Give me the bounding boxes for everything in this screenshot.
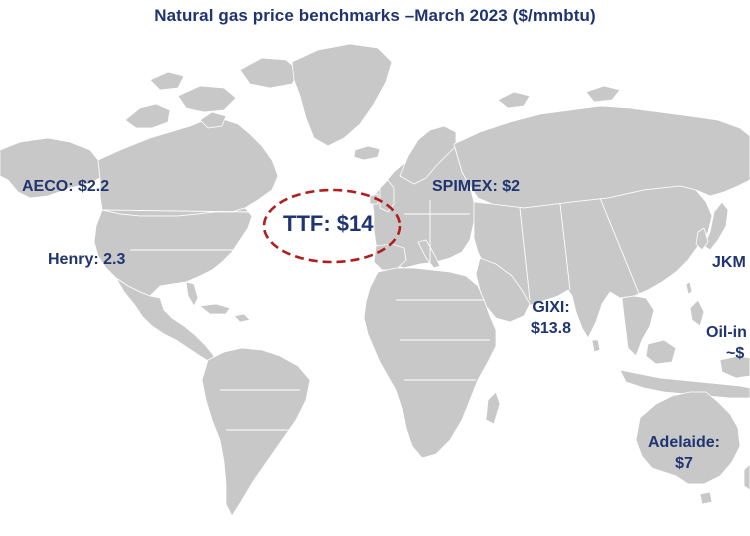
florida [185,281,199,307]
label-oil-value: ~$ [726,345,745,362]
label-adelaide-value: $7 [675,455,693,472]
africa [363,267,497,459]
indochina [621,295,655,357]
page-title: Natural gas price benchmarks –March 2023… [154,6,596,25]
label-adelaide: Adelaide: $7 [636,432,732,474]
new-zealand [743,463,750,491]
indonesia [619,339,750,399]
madagascar [485,391,501,425]
label-adelaide-name: Adelaide: [647,434,720,451]
sri-lanka [591,339,601,353]
label-gixi: GIXI: $13.8 [520,297,582,339]
alaska-landmass [0,137,101,199]
greenland [291,43,393,147]
korea [695,227,709,251]
tasmania [699,491,713,505]
usa-landmass [93,207,253,297]
label-jkm: JKM [712,254,746,271]
label-oil-name: Oil-in [706,324,747,341]
caribbean [199,303,251,323]
ttf-highlight-ring [262,188,402,264]
canada-landmass [97,117,279,217]
japan [703,201,729,251]
label-spimex: SPIMEX: $2 [432,178,521,195]
iceland [353,145,381,161]
taiwan [685,281,693,295]
label-aeco: AECO: $2.2 [22,178,110,195]
russian-arctic-islands [497,85,621,109]
italy [417,239,441,269]
philippines [689,299,705,327]
papua [719,355,750,379]
south-america [201,347,311,517]
australia [635,391,741,485]
arabian-peninsula [475,257,531,323]
scandinavia [399,125,457,185]
label-gixi-value: $13.8 [530,320,572,337]
label-gixi-name: GIXI: [532,299,570,316]
label-henry: Henry: 2.3 [48,251,126,268]
mexico-central-america [115,277,215,363]
label-ttf: TTF: $14 [283,211,374,236]
label-oil-indexed: Oil-in ~$ [706,322,747,364]
arctic-islands [124,57,301,129]
